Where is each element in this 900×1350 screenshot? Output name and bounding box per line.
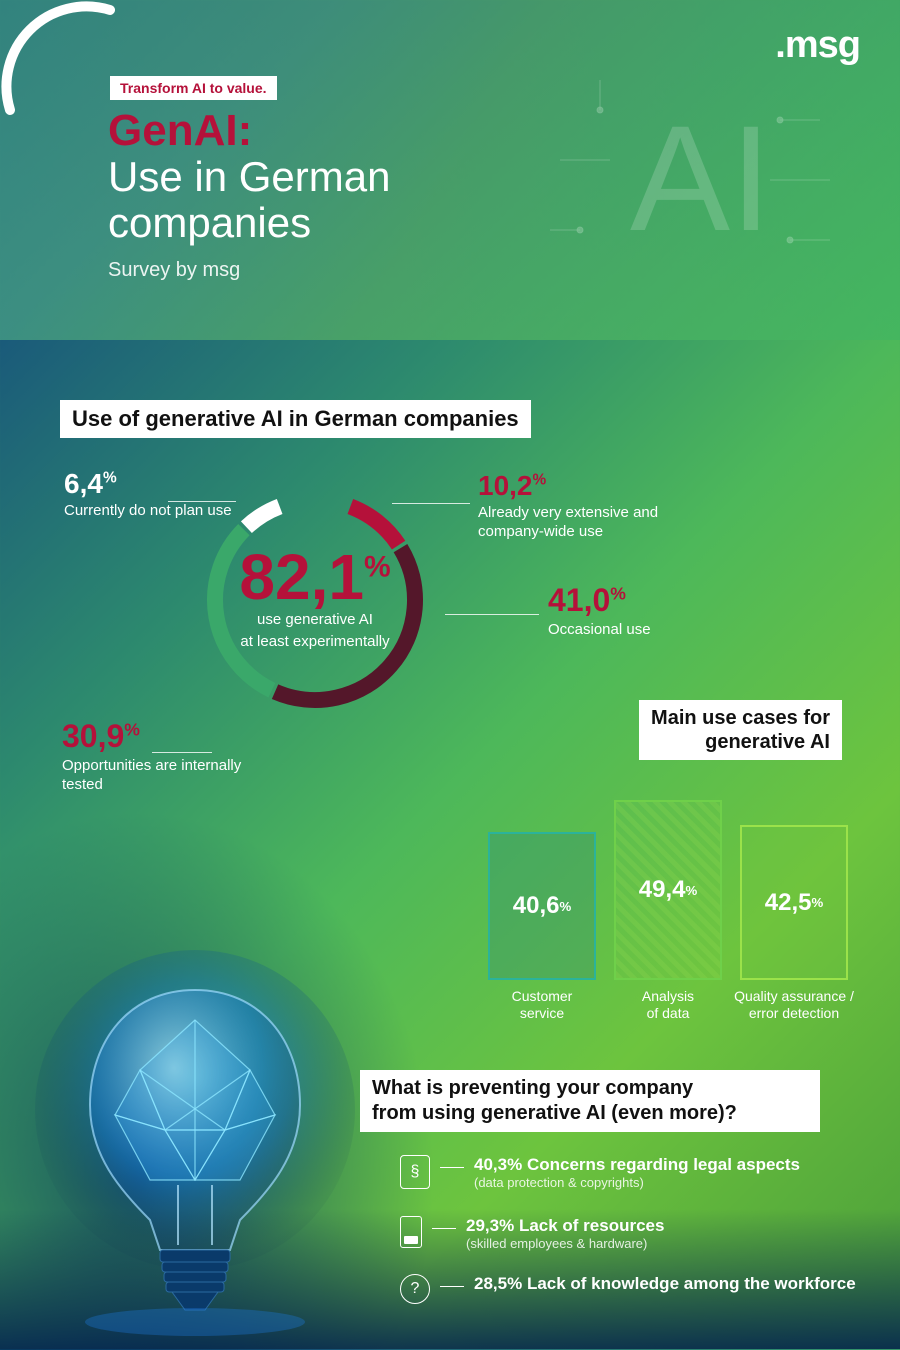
barrier-main: 40,3% Concerns regarding legal aspects	[474, 1155, 800, 1175]
barrier-text: 40,3% Concerns regarding legal aspects(d…	[474, 1155, 800, 1190]
legal-icon: §	[400, 1155, 430, 1189]
barrier-row: § 40,3% Concerns regarding legal aspects(…	[400, 1155, 800, 1190]
leader-line	[392, 503, 470, 504]
donut-callout: 10,2% Already very extensive and company-…	[478, 470, 698, 542]
barrier-sub: (data protection & copyrights)	[474, 1175, 800, 1190]
bar-value: 42,5	[765, 889, 812, 917]
usecase-bar: 40,6%	[488, 832, 596, 980]
donut-callout: 6,4% Currently do not plan use	[64, 468, 232, 521]
center-sub-l2: at least experimentally	[240, 633, 389, 651]
bar-label: Customerservice	[482, 988, 602, 1022]
percent-mark: %	[811, 895, 823, 910]
title-accent: GenAI:	[108, 108, 390, 154]
subtitle: Survey by msg	[108, 259, 390, 282]
center-sub-l1: use generative AI	[257, 611, 373, 629]
percent-mark: %	[103, 470, 117, 487]
callout-value: 10,2	[478, 470, 533, 501]
title-line2: companies	[108, 200, 390, 246]
percent-mark: %	[610, 583, 626, 603]
usecase-bar-chart: 40,6%Customerservice49,4%Analysisof data…	[488, 790, 848, 1010]
usecase-bar: 49,4%	[614, 800, 722, 980]
percent-mark: %	[685, 883, 697, 898]
ai-circuit-decoration: AI	[540, 70, 840, 290]
barrier-row: 29,3% Lack of resources(skilled employee…	[400, 1216, 664, 1251]
percent-mark: %	[533, 472, 547, 489]
percent-mark: %	[364, 551, 391, 584]
barrier-main: 28,5% Lack of knowledge among the workfo…	[474, 1274, 856, 1294]
section1-heading: Use of generative AI in German companies	[60, 400, 531, 438]
leader-line	[152, 752, 212, 753]
bar-value: 49,4	[639, 876, 686, 904]
usecase-bar: 42,5%	[740, 825, 848, 980]
section2-heading: Main use cases for generative AI	[639, 700, 842, 760]
title-line1: Use in German	[108, 154, 390, 200]
section3-heading: What is preventing your company from usi…	[360, 1070, 820, 1132]
barrier-text: 29,3% Lack of resources(skilled employee…	[466, 1216, 664, 1251]
callout-value: 41,0	[548, 582, 610, 618]
barrier-leader	[440, 1167, 464, 1168]
bar-label: Analysisof data	[608, 988, 728, 1022]
lightbulb-illustration	[20, 930, 380, 1340]
tagline-badge: Transform AI to value.	[110, 76, 277, 100]
infographic-canvas: .msg AI Transform AI to value. GenAI: Us…	[0, 0, 900, 1349]
leader-line	[168, 501, 236, 502]
barrier-leader	[432, 1228, 456, 1229]
bar-label: Quality assurance /error detection	[734, 988, 854, 1022]
center-value-num: 82,1	[239, 541, 364, 613]
title-block: GenAI: Use in German companies Survey by…	[108, 108, 390, 282]
percent-mark: %	[559, 899, 571, 914]
barrier-text: 28,5% Lack of knowledge among the workfo…	[474, 1274, 856, 1294]
battery-icon	[400, 1216, 422, 1248]
barrier-leader	[440, 1286, 464, 1287]
donut-callout: 41,0% Occasional use	[548, 582, 651, 640]
leader-line	[445, 614, 539, 615]
barrier-main: 29,3% Lack of resources	[466, 1216, 664, 1236]
barrier-value: 40,3%	[474, 1155, 522, 1174]
sec2-h-l1: Main use cases for	[651, 706, 830, 730]
donut-center-value: 82,1%	[239, 549, 390, 607]
callout-label: Occasional use	[548, 621, 651, 640]
barrier-row: ? 28,5% Lack of knowledge among the workf…	[400, 1274, 856, 1304]
question-icon: ?	[400, 1274, 430, 1304]
barrier-sub: (skilled employees & hardware)	[466, 1236, 664, 1251]
donut-callout: 30,9% Opportunities are internally tested	[62, 718, 282, 795]
barrier-label: Lack of knowledge among the workforce	[527, 1274, 856, 1293]
callout-label: Opportunities are internally tested	[62, 757, 282, 795]
callout-value: 30,9	[62, 718, 124, 754]
sec3-h-l1: What is preventing your company	[372, 1076, 808, 1101]
callout-label: Currently do not plan use	[64, 502, 232, 521]
barrier-label: Concerns regarding legal aspects	[527, 1155, 800, 1174]
barrier-value: 29,3%	[466, 1216, 514, 1235]
barrier-label: Lack of resources	[519, 1216, 665, 1235]
brand-logo: .msg	[775, 24, 860, 67]
callout-label: Already very extensive and company-wide …	[478, 504, 698, 542]
callout-value: 6,4	[64, 468, 103, 499]
sec2-h-l2: generative AI	[651, 730, 830, 754]
bar-value: 40,6	[513, 892, 560, 920]
barrier-value: 28,5%	[474, 1274, 522, 1293]
sec3-h-l2: from using generative AI (even more)?	[372, 1101, 808, 1126]
percent-mark: %	[124, 719, 140, 739]
svg-text:AI: AI	[630, 94, 772, 262]
